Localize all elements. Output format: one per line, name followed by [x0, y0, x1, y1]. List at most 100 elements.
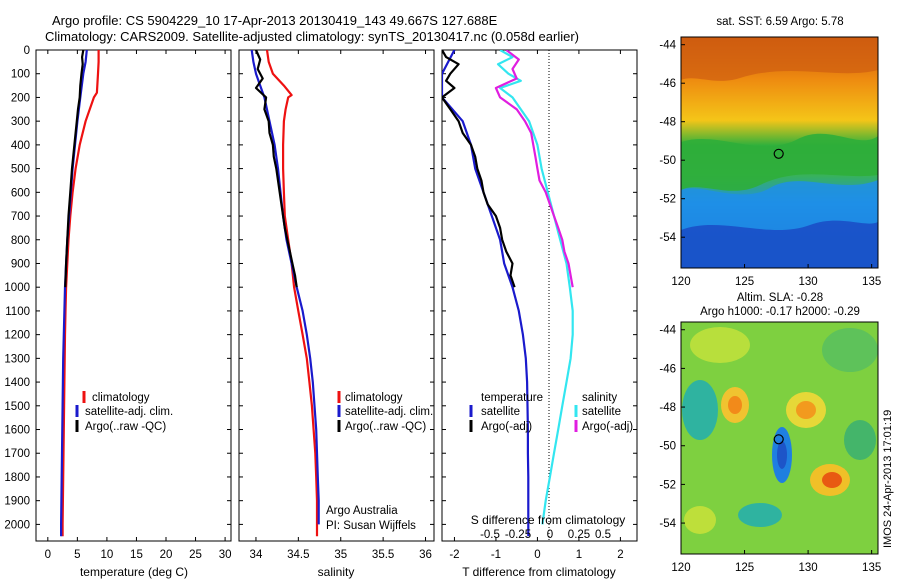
y-tick-label: 900 [11, 258, 30, 270]
y-tick-label: 1100 [5, 306, 30, 318]
y-tick-label: -52 [659, 194, 676, 206]
x-tick-label: 0 [45, 549, 51, 561]
salinity-y-ticks [239, 49, 434, 525]
series-line-satellite-adj-clim [250, 50, 320, 525]
salinity-xlabel: salinity [318, 565, 355, 579]
sla-map-panel: Altim. SLA: -0.28 Argo h1000: -0.17 h200… [659, 292, 894, 574]
series-line-temperature-satellite [442, 50, 530, 537]
temperature-y-ticks: 0 100 200 300 400 500 600 700 800 900 1000 1100 1200… [4, 45, 231, 531]
y-tick-label: -54 [659, 232, 676, 244]
temperature-axes-box [35, 49, 232, 542]
y-tick-label: 1700 [4, 448, 30, 460]
y-tick-label: 1900 [4, 496, 30, 508]
chart-title-line1: Argo profile: CS 5904229_10 17-Apr-2013 … [52, 13, 498, 28]
x-tick-label: 135 [862, 562, 881, 574]
legend-label-sal-satellite: satellite [582, 406, 621, 418]
difference-y-ticks [442, 49, 637, 525]
sla-anomaly [822, 328, 878, 372]
legend-label-temp-argo: Argo(-adj) [481, 421, 532, 433]
legend-title-salinity: salinity [582, 392, 617, 404]
top-tick-label: 0 [547, 529, 553, 541]
sla-map-title: Altim. SLA: -0.28 [737, 292, 823, 304]
series-line-argo-raw-qc [254, 50, 298, 288]
legend-label-argo: Argo(..raw -QC) [345, 421, 426, 433]
y-tick-label: 700 [11, 211, 30, 223]
salinity-x-ticks: 34 34.5 35 35.5 36 [250, 50, 432, 561]
series-line-argo-raw-qc [64, 50, 85, 288]
y-tick-label: -50 [659, 441, 676, 453]
difference-xlabel-top: S difference from climatology [471, 513, 626, 527]
y-tick-label: -44 [659, 40, 676, 52]
difference-xlabel: T difference from climatology [462, 565, 616, 579]
y-tick-label: 1800 [4, 472, 30, 484]
y-tick-label: 400 [11, 140, 30, 152]
series-line-satellite-adj-clim [59, 50, 88, 537]
legend-label-argo: Argo(..raw -QC) [85, 421, 166, 433]
x-tick-label: 120 [671, 562, 690, 574]
y-tick-label: 0 [24, 45, 30, 57]
difference-x-ticks: -2 -1 0 1 2 [449, 50, 624, 561]
x-tick-label: 20 [160, 549, 173, 561]
x-tick-label: 36 [419, 549, 432, 561]
annotation-pi: PI: Susan Wijffels [326, 520, 416, 532]
sst-map-frame [680, 36, 879, 269]
x-tick-label: 130 [799, 562, 818, 574]
x-tick-label: 35.5 [372, 549, 394, 561]
sla-anomaly [777, 441, 787, 469]
y-tick-label: 1300 [4, 353, 30, 365]
temperature-x-ticks: 0 5 10 15 20 25 30 [45, 50, 232, 561]
x-tick-label: 25 [189, 549, 202, 561]
sla-anomaly [690, 327, 750, 363]
x-tick-label: -1 [491, 549, 501, 561]
y-tick-label: 300 [11, 116, 30, 128]
legend-label-climatology: climatology [345, 392, 403, 404]
y-tick-label: 1500 [4, 401, 30, 413]
top-tick-label: 0.5 [595, 529, 611, 541]
x-tick-label: 125 [735, 562, 754, 574]
salinity-lines [250, 50, 320, 537]
y-tick-label: 2000 [4, 519, 30, 531]
series-line-climatology [265, 50, 319, 537]
chart-title-line2: Climatology: CARS2009. Satellite-adjuste… [45, 29, 580, 44]
temperature-panel: 0 5 10 15 20 25 30 0 100 200 300 400 500 600 700 800 90… [4, 45, 232, 579]
y-tick-label: 600 [11, 187, 30, 199]
sla-map-frame [680, 321, 879, 555]
legend-label-satellite: satellite-adj. clim. [345, 406, 433, 418]
x-tick-label: 35 [334, 549, 347, 561]
series-line-salinity-satellite [496, 50, 574, 525]
argo-float-marker [773, 434, 784, 445]
difference-lines [442, 50, 574, 537]
sst-warm-north [681, 37, 878, 81]
y-tick-label: 200 [11, 92, 30, 104]
x-tick-label: 0 [534, 549, 540, 561]
temperature-xlabel: temperature (deg C) [80, 565, 188, 579]
x-tick-label: 2 [617, 549, 623, 561]
y-tick-label: 1200 [4, 330, 30, 342]
x-tick-label: 30 [219, 549, 232, 561]
y-tick-label: 1600 [4, 425, 30, 437]
y-tick-label: -52 [659, 479, 676, 491]
imos-timestamp: IMOS 24-Apr-2013 17:01:19 [882, 410, 894, 548]
y-tick-label: -48 [659, 402, 676, 414]
sla-anomaly [796, 401, 816, 419]
salinity-legend: climatology satellite-adj. clim. Argo(..… [337, 391, 433, 433]
legend-label-climatology: climatology [92, 392, 150, 404]
sst-map-panel: sat. SST: 6.59 Argo: 5.78 120 125 130 135 -… [659, 16, 881, 288]
x-tick-label: 130 [799, 276, 818, 288]
top-tick-label: 0.25 [568, 529, 590, 541]
temperature-lines [59, 50, 100, 537]
x-tick-label: 15 [130, 549, 143, 561]
top-tick-label: -0.25 [505, 529, 531, 541]
y-tick-label: 500 [11, 164, 30, 176]
sla-anomaly [844, 420, 876, 460]
series-line-salinity-argo-adj [494, 50, 574, 288]
sla-anomaly [822, 472, 842, 488]
y-tick-label: 800 [11, 235, 30, 247]
difference-axes-box [441, 49, 638, 542]
sla-anomaly [682, 380, 718, 440]
y-tick-label: -46 [659, 363, 676, 375]
y-tick-label: -44 [659, 325, 676, 337]
sst-map-title: sat. SST: 6.59 Argo: 5.78 [716, 16, 843, 28]
sla-anomaly [684, 506, 716, 534]
